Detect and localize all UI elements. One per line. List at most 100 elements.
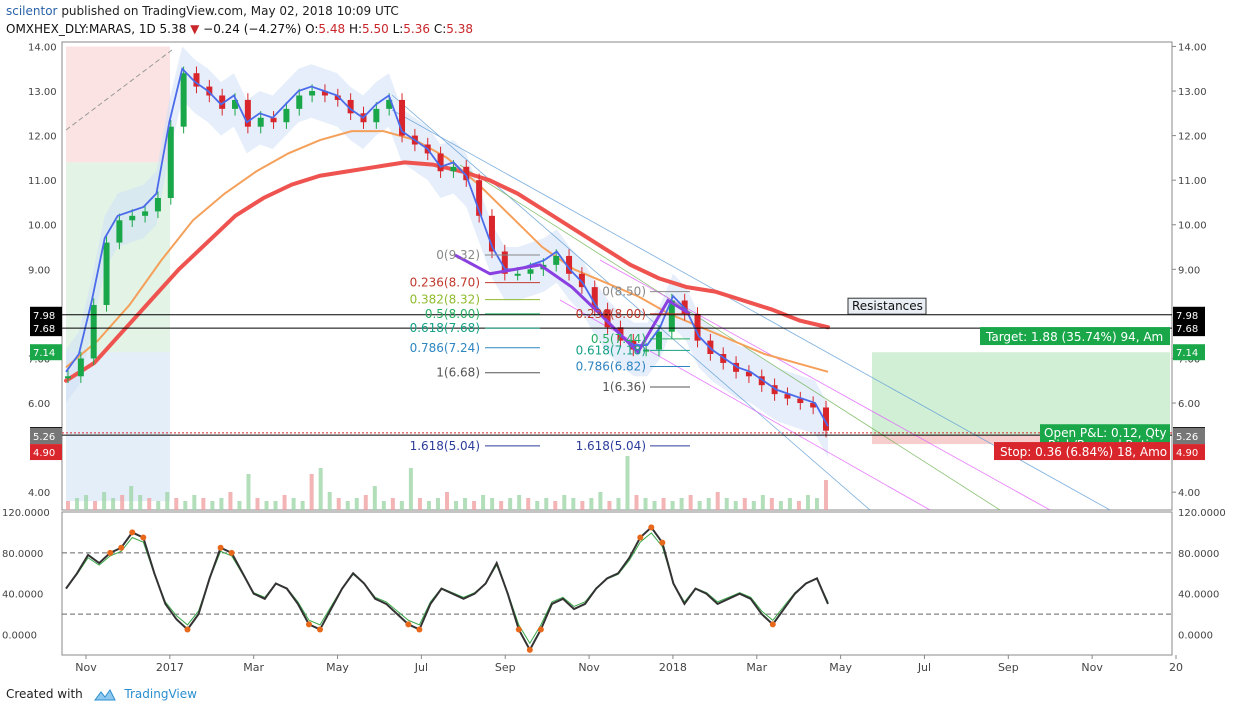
stoch-extreme-dot [526,646,533,653]
volume-bar [769,498,774,510]
volume-bar [255,498,260,510]
volume-bar [490,498,495,510]
stoch-extreme-dot [184,626,191,633]
x-axis-tick-label: Mar [746,661,767,674]
candle-body [745,371,752,377]
candle-body [553,255,560,265]
volume-bar [760,495,765,510]
candle-body [347,99,354,114]
target-box [980,327,1170,346]
candle-body [527,269,534,274]
stoch-extreme-dot [537,626,544,633]
candle-body [655,331,662,350]
volume-bar [273,501,278,510]
high-label: H: [348,22,363,36]
volume-bar [156,501,161,510]
stoch-extreme-dot [515,626,522,633]
stoch-y-tick-left: 0.0000 [2,631,37,642]
stoch-y-tick-left: 120.0000 [2,508,50,519]
stoch-extreme-dot [659,539,666,546]
stoch-extreme-dot [769,621,776,628]
volume-bar [228,492,233,510]
volume-bar [345,501,350,510]
close-value: 5.38 [446,22,473,36]
publisher-line: scilentor published on TradingView.com, … [6,4,399,18]
ma200-line [64,160,830,383]
volume-bar [634,495,639,510]
volume-bar [390,498,395,510]
fib-left-label: 1.618(5.04) [410,439,480,453]
ohlc-legend: OMXHEX_DLY:MARAS, 1D 5.38 ▼ −0.24 (−4.27… [6,22,473,36]
volume-bar [66,501,70,510]
low-value: 5.36 [403,22,431,36]
volume-bar [354,498,359,510]
volume-bar [309,474,314,510]
x-axis-tick-label: May [326,661,349,674]
candle-body [116,220,123,243]
price-axis-label-bg [1173,428,1205,445]
volume-bar [463,498,468,510]
price-y-tick-right: 9.00 [1178,265,1200,276]
volume-bar [688,495,693,510]
long-zone-blue [66,352,170,502]
candle-body [758,376,765,386]
trend-channel-line [599,259,1051,511]
volume-bar [300,501,305,510]
fib-right-label: 0.5(7.44) [591,332,646,346]
volume-bar [291,498,296,510]
stop-zone [872,435,1170,445]
x-axis-tick-label: 2018 [659,661,687,674]
symbol-name[interactable]: OMXHEX_DLY:MARAS, 1D [6,22,156,36]
volume-bar [192,495,197,510]
candle-body [167,126,174,198]
volume-bar [417,498,422,510]
candle-body [476,180,483,216]
price-axis-label-left-bg [30,320,62,337]
volume-bar [237,501,242,510]
last-price: 5.38 [159,22,187,36]
price-axis-label-bg [1173,320,1205,337]
fib-right-label: 0.236(8.00) [576,307,646,321]
resistances-box [847,297,927,315]
volume-bar [589,498,594,510]
candle-body [604,309,611,328]
volume-bar [210,501,215,510]
price-y-tick-left: 14.00 [28,42,57,53]
volume-bar [643,498,648,510]
fib-right-label: 1.618(5.04) [576,439,646,453]
tradingview-brand-link[interactable]: TradingView [124,687,197,701]
price-axis-label-left: 7.68 [33,324,55,335]
volume-bar [408,468,413,510]
volume-bar [481,495,486,510]
volume-bar [544,498,549,510]
x-axis-tick-label: Jul [414,661,428,674]
volume-bar [472,501,477,510]
high-value: 5.50 [362,22,389,36]
close-label: C: [433,22,447,36]
price-axis-label-bg [1173,444,1205,461]
price-y-tick-left: 10.00 [28,221,57,232]
stoch-extreme-dot [107,549,114,556]
candle-body [488,215,495,252]
volume-bar [445,492,449,510]
volume-bar [129,486,134,510]
author-link[interactable]: scilentor [6,4,58,18]
fib-left-label: 0.5(8.00) [425,307,480,321]
volume-bar [93,501,98,510]
volume-bar [435,498,440,510]
price-axis-label-left: 7.98 [33,311,55,322]
ma50-line [65,130,829,373]
volume-bar [102,492,107,510]
volume-bar [499,501,504,510]
volume-bar [706,498,711,510]
volume-bar [84,495,89,510]
volume-bar [138,495,143,510]
stoch-y-tick-right: 40.0000 [1178,590,1219,601]
candle-body [103,242,110,305]
volume-bar [363,495,368,510]
candle-body [283,108,290,123]
price-axis-label-left-bg [30,306,62,323]
x-axis-tick-label: Sep [998,661,1019,674]
price-y-tick-left: 6.00 [28,399,50,410]
